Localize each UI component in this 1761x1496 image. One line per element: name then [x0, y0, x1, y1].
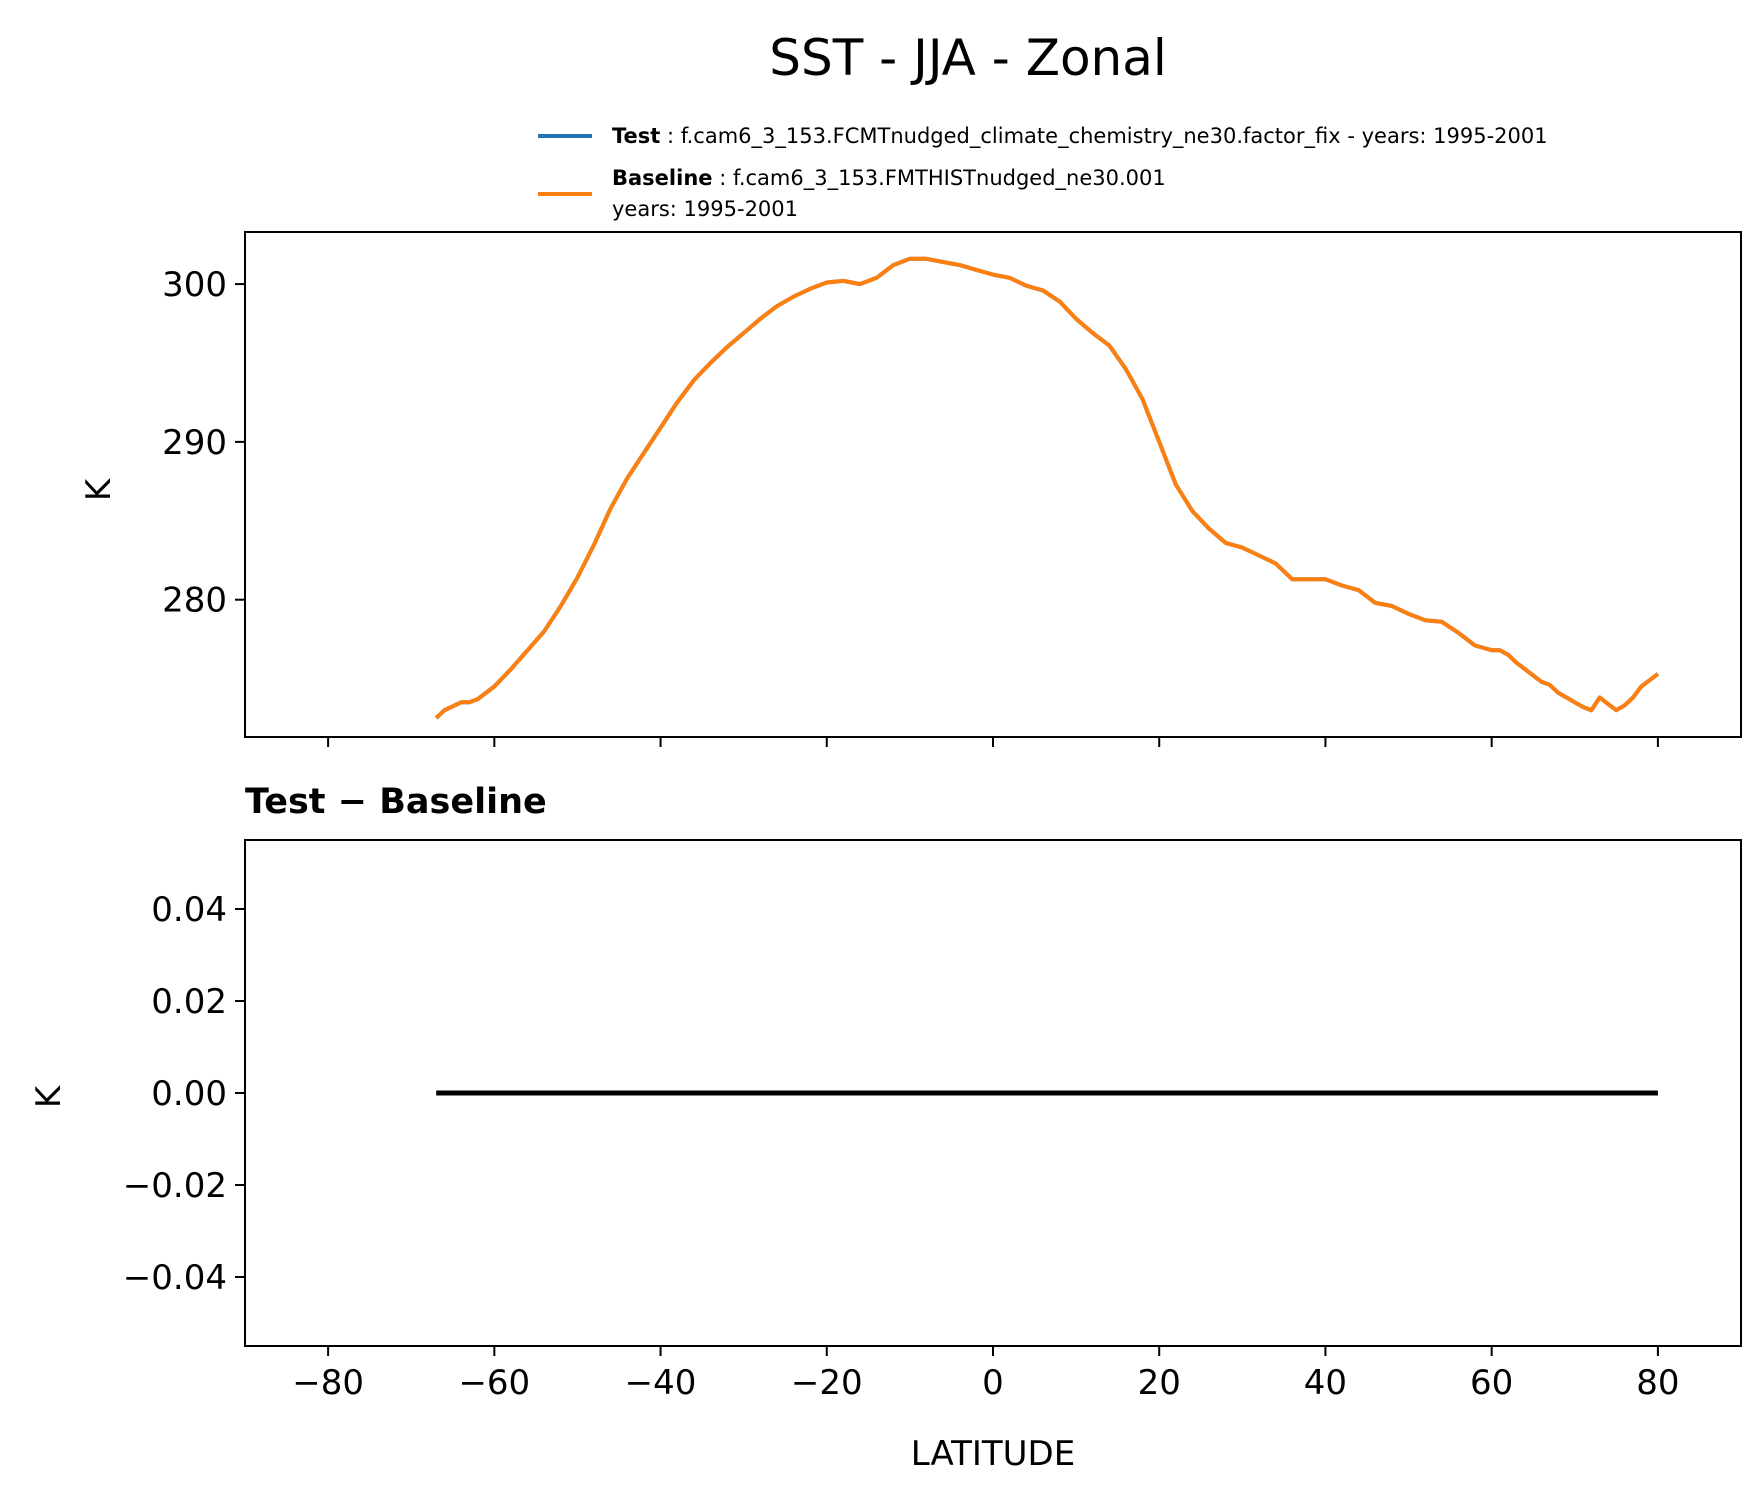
top-panel: 280 290 300 K — [79, 231, 1742, 747]
top-series-lines — [434, 256, 1660, 720]
y-tick-label: 0.02 — [151, 982, 227, 1022]
legend-baseline-label: Baseline — [612, 166, 713, 190]
x-tick-label: 20 — [1138, 1363, 1181, 1403]
legend-test-label: Test — [612, 124, 660, 148]
top-y-ticks: 280 290 300 — [162, 265, 245, 621]
legend-baseline-entry: Baseline : f.cam6_3_153.FMTHISTnudged_ne… — [612, 166, 1166, 191]
y-tick-label: 280 — [162, 581, 227, 621]
top-x-ticks — [327, 737, 1659, 747]
figure-title: SST - JJA - Zonal — [769, 29, 1167, 87]
x-tick-label: 80 — [1636, 1363, 1679, 1403]
y-tick-label: −0.02 — [123, 1166, 227, 1206]
bottom-ylabel: K — [29, 1084, 69, 1108]
legend-test-text: f.cam6_3_153.FCMTnudged_climate_chemistr… — [681, 124, 1548, 149]
y-tick-label: 0.00 — [151, 1074, 227, 1114]
x-tick-label: −20 — [791, 1363, 863, 1403]
bottom-x-ticks: −80 −60 −40 −20 0 20 40 60 80 — [292, 1346, 1680, 1403]
bottom-panel: Test − Baseline −80 −60 −40 −20 0 20 40 60 80 −0… — [29, 782, 1742, 1474]
x-tick-label: −60 — [458, 1363, 530, 1403]
y-tick-label: 300 — [162, 265, 227, 305]
x-tick-label: 60 — [1470, 1363, 1513, 1403]
x-tick-label: 0 — [982, 1363, 1004, 1403]
y-tick-label: 290 — [162, 423, 227, 463]
legend: Test : f.cam6_3_153.FCMTnudged_climate_c… — [538, 124, 1548, 221]
bottom-xlabel: LATITUDE — [911, 1434, 1075, 1474]
top-ylabel: K — [79, 477, 119, 501]
series-line-baseline — [434, 256, 1660, 720]
legend-baseline-text: f.cam6_3_153.FMTHISTnudged_ne30.001 — [733, 166, 1166, 191]
y-tick-label: 0.04 — [151, 890, 227, 930]
x-tick-label: 40 — [1304, 1363, 1347, 1403]
bottom-y-ticks: −0.04 −0.02 0.00 0.02 0.04 — [123, 890, 245, 1298]
x-tick-label: −80 — [292, 1363, 364, 1403]
x-tick-label: −40 — [625, 1363, 697, 1403]
legend-test-entry: Test : f.cam6_3_153.FCMTnudged_climate_c… — [612, 124, 1548, 149]
legend-baseline-years: years: 1995-2001 — [612, 197, 798, 221]
bottom-panel-title: Test − Baseline — [245, 782, 547, 822]
y-tick-label: −0.04 — [123, 1258, 227, 1298]
